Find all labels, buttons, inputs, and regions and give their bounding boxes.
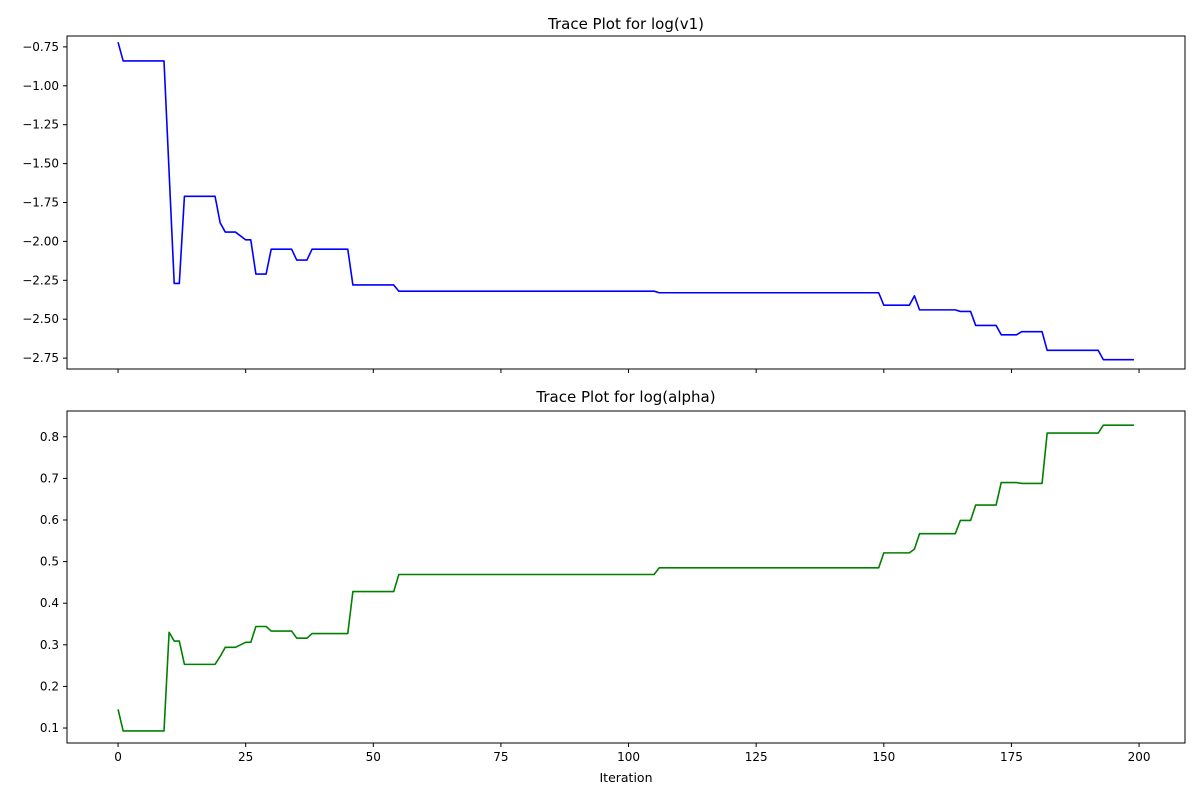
y-tick-label-log-alpha-2: 0.3 bbox=[40, 638, 59, 652]
series-log-v1 bbox=[117, 42, 1134, 361]
x-tick-label-log-alpha-2: 50 bbox=[366, 750, 381, 764]
x-tick-label-log-alpha-6: 150 bbox=[872, 750, 895, 764]
y-tick-label-log-alpha-3: 0.4 bbox=[40, 596, 59, 610]
y-tick-label-log-alpha-5: 0.6 bbox=[40, 513, 59, 527]
subplot-log-v1: Trace Plot for log(v1) −2.75−2.50−2.25−2… bbox=[22, 15, 1186, 373]
x-tick-label-log-alpha-1: 25 bbox=[238, 750, 253, 764]
y-tick-label-log-v1-0: −2.75 bbox=[22, 351, 59, 365]
x-tick-label-log-alpha-7: 175 bbox=[1000, 750, 1023, 764]
y-tick-label-log-alpha-1: 0.2 bbox=[40, 679, 59, 693]
x-tick-label-log-alpha-8: 200 bbox=[1128, 750, 1151, 764]
series-log-alpha bbox=[117, 424, 1134, 732]
y-tick-label-log-alpha-4: 0.5 bbox=[40, 555, 59, 569]
title-log-alpha: Trace Plot for log(alpha) bbox=[535, 388, 715, 406]
axes-frame-log-v1 bbox=[66, 35, 1186, 370]
y-tick-label-log-v1-7: −1.00 bbox=[22, 79, 59, 93]
x-tick-label-log-alpha-3: 75 bbox=[493, 750, 508, 764]
subplot-log-alpha: Trace Plot for log(alpha) 0.10.20.30.40.… bbox=[40, 388, 1186, 785]
y-ticks-log-alpha: 0.1 0.2 0.3 0.4 0.5 0.6 0.7 0.8 bbox=[40, 430, 67, 735]
x-ticks-log-v1 bbox=[117, 369, 1140, 373]
y-tick-label-log-v1-1: −2.50 bbox=[22, 312, 59, 326]
y-tick-label-log-alpha-0: 0.1 bbox=[40, 721, 59, 735]
y-tick-label-log-v1-6: −1.25 bbox=[22, 118, 59, 132]
y-tick-label-log-v1-5: −1.50 bbox=[22, 157, 59, 171]
y-tick-label-log-v1-4: −1.75 bbox=[22, 196, 59, 210]
y-ticks-log-v1: −2.75 −2.50 −2.25 −2.00 −1.75 −1.50 −1.25 −1.00… bbox=[22, 40, 67, 365]
y-tick-label-log-v1-8: −0.75 bbox=[22, 40, 59, 54]
y-tick-label-log-alpha-7: 0.8 bbox=[40, 430, 59, 444]
x-tick-label-log-alpha-4: 100 bbox=[617, 750, 640, 764]
series-line-log-alpha-0 bbox=[117, 424, 1134, 732]
x-axis-label: Iteration bbox=[599, 770, 652, 785]
x-tick-label-log-alpha-5: 125 bbox=[745, 750, 768, 764]
axes-frame-log-alpha bbox=[66, 410, 1186, 744]
y-tick-label-log-v1-3: −2.00 bbox=[22, 234, 59, 248]
series-line-log-v1-0 bbox=[117, 42, 1134, 361]
x-ticks-log-alpha: 0 25 50 75 100 125 150 175 200 bbox=[114, 743, 1151, 764]
y-tick-label-log-v1-2: −2.25 bbox=[22, 273, 59, 287]
title-log-v1: Trace Plot for log(v1) bbox=[547, 15, 704, 33]
y-tick-label-log-alpha-6: 0.7 bbox=[40, 471, 59, 485]
x-tick-label-log-alpha-0: 0 bbox=[114, 750, 122, 764]
